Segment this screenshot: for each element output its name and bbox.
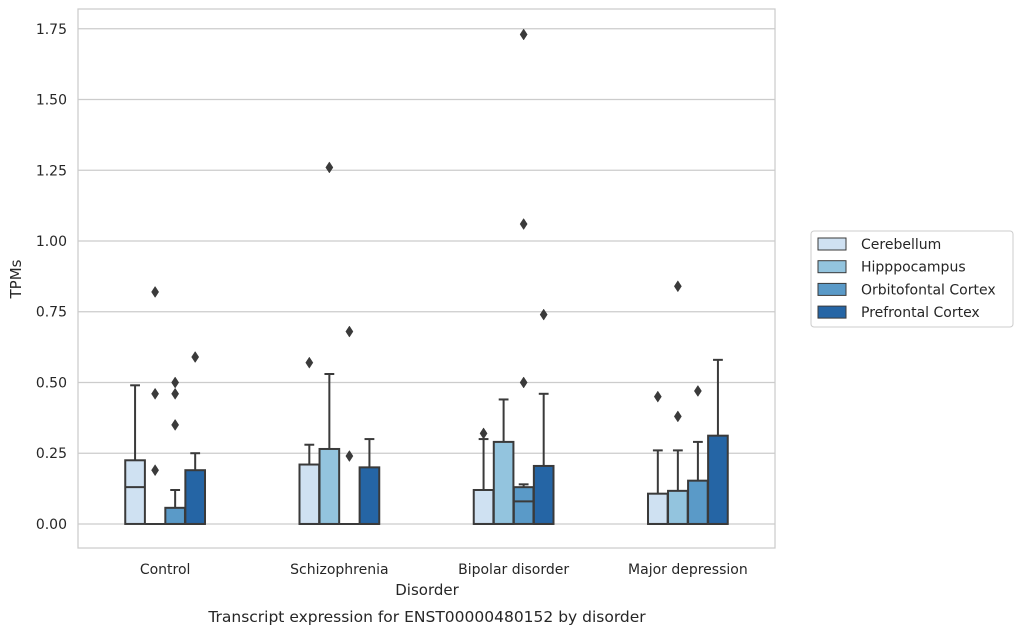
- outlier-point: [673, 280, 682, 293]
- box-group: [532, 308, 555, 525]
- box-group: [145, 285, 165, 525]
- box: [164, 506, 186, 525]
- y-tick-label: 0.25: [36, 446, 67, 462]
- chart-caption: Transcript expression for ENST0000048015…: [207, 608, 646, 626]
- grid: [78, 28, 775, 525]
- legend-label: Cerebellum: [861, 237, 941, 253]
- box: [667, 489, 689, 525]
- box-group: [687, 385, 709, 525]
- x-axis-label: Disorder: [395, 581, 459, 599]
- outlier-point: [151, 464, 160, 477]
- outlier-point: [171, 387, 180, 400]
- y-tick-label: 0.75: [36, 305, 67, 321]
- outlier-point: [345, 325, 354, 338]
- legend: Cerebellum Hipppocampus Orbitofontal Corte…: [810, 230, 1014, 328]
- legend-swatch: [817, 237, 847, 251]
- box: [512, 486, 535, 525]
- box: [124, 459, 146, 525]
- outlier-point: [191, 351, 200, 363]
- box-group: [164, 376, 186, 525]
- x-axis-ticks: Control Schizophrenia Bipolar disorder Majo…: [140, 562, 748, 578]
- box-group: [124, 384, 146, 525]
- y-tick-label: 1.00: [36, 234, 67, 250]
- outlier-point: [171, 418, 180, 431]
- box-group: [512, 28, 535, 525]
- box-group: [318, 161, 341, 525]
- box-group: [646, 390, 669, 525]
- legend-swatch: [817, 260, 847, 274]
- x-tick-label: Schizophrenia: [290, 562, 388, 578]
- outlier-point: [653, 390, 662, 403]
- box-group: [472, 427, 495, 525]
- outlier-point: [325, 161, 334, 174]
- box-group: [298, 356, 321, 525]
- x-tick-label: Control: [140, 562, 191, 578]
- box-group: [667, 280, 689, 525]
- box: [532, 464, 555, 525]
- outlier-point: [539, 308, 548, 321]
- box-group: [492, 398, 515, 525]
- outlier-point: [519, 218, 528, 230]
- box: [184, 469, 207, 525]
- y-axis-label: TPMs: [7, 259, 25, 299]
- outlier-point: [519, 28, 528, 41]
- series-marks: [124, 28, 729, 525]
- box: [687, 479, 709, 525]
- outlier-point: [345, 450, 354, 463]
- box-group: [339, 325, 360, 525]
- outlier-point: [519, 376, 528, 389]
- outlier-point: [151, 387, 160, 400]
- outlier-point: [479, 427, 488, 440]
- y-tick-label: 0.00: [36, 517, 67, 533]
- outlier-point: [171, 376, 180, 389]
- x-tick-label: Major depression: [628, 562, 748, 578]
- box: [707, 434, 729, 525]
- legend-label: Hipppocampus: [861, 260, 966, 276]
- legend-label: Prefrontal Cortex: [861, 305, 980, 321]
- box-group: [707, 358, 729, 525]
- legend-label: Orbitofontal Cortex: [861, 282, 996, 298]
- y-tick-label: 1.75: [36, 22, 67, 38]
- legend-swatch: [817, 305, 847, 319]
- outlier-point: [305, 356, 314, 369]
- outlier-point: [693, 385, 702, 397]
- outlier-point: [673, 410, 682, 423]
- y-tick-label: 1.50: [36, 93, 67, 109]
- legend-swatch: [817, 282, 847, 296]
- outlier-point: [151, 285, 160, 298]
- box: [492, 440, 515, 525]
- y-axis-ticks: 0.00 0.25 0.50 0.75 1.00 1.25 1.50 1.75: [36, 22, 67, 533]
- x-tick-label: Bipolar disorder: [458, 562, 569, 578]
- legend-frame: [810, 230, 1014, 328]
- box: [646, 492, 669, 525]
- y-tick-label: 1.25: [36, 163, 67, 179]
- box-group: [184, 351, 207, 525]
- y-tick-label: 0.50: [36, 375, 67, 391]
- box: [472, 488, 495, 525]
- box: [358, 466, 381, 525]
- box-group: [358, 438, 381, 525]
- plot-area: [77, 8, 776, 549]
- box: [298, 463, 321, 525]
- box: [318, 447, 341, 525]
- legend-items: Cerebellum Hipppocampus Orbitofontal Corte…: [817, 237, 996, 321]
